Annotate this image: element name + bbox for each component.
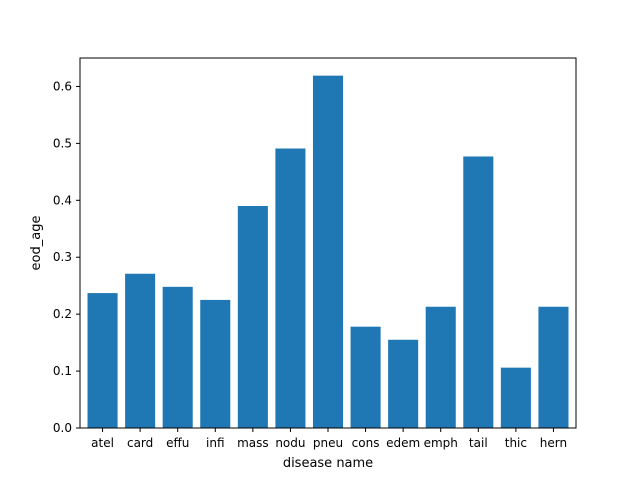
bar-cons	[350, 326, 381, 428]
x-tick-label-hern: hern	[540, 436, 567, 450]
bar-thic	[500, 367, 531, 428]
y-tick-label: 0.3	[53, 250, 72, 264]
bar-effu	[162, 286, 193, 428]
x-axis-label: disease name	[283, 456, 373, 471]
bar-atel	[87, 293, 118, 428]
bar-infi	[200, 299, 231, 428]
x-tick-label-thic: thic	[505, 436, 527, 450]
x-tick-label-pneu: pneu	[313, 436, 343, 450]
y-axis-label: eod_age	[29, 216, 44, 271]
y-tick-label: 0.5	[53, 136, 72, 150]
x-tick-label-edem: edem	[386, 436, 420, 450]
y-tick-label: 0.4	[53, 193, 72, 207]
y-tick-label: 0.1	[53, 364, 72, 378]
y-axis: 0.0 0.1 0.2 0.3 0.4 0.5 0.6	[53, 79, 80, 435]
x-tick-label-emph: emph	[424, 436, 458, 450]
bar-card	[125, 273, 156, 428]
x-tick-label-cons: cons	[352, 436, 380, 450]
bar-tail	[463, 156, 494, 429]
y-tick-label: 0.2	[53, 307, 72, 321]
bar-mass	[237, 206, 268, 428]
y-tick-label: 0.0	[53, 421, 72, 435]
y-tick-label: 0.6	[53, 79, 72, 93]
bar-nodu	[275, 148, 306, 428]
x-tick-label-effu: effu	[166, 436, 189, 450]
x-tick-label-atel: atel	[91, 436, 114, 450]
x-tick-label-card: card	[127, 436, 153, 450]
x-tick-label-infi: infi	[206, 436, 225, 450]
x-tick-label-mass: mass	[237, 436, 269, 450]
bar-edem	[388, 339, 419, 428]
bar-pneu	[312, 75, 344, 429]
x-tick-label-tail: tail	[469, 436, 488, 450]
x-axis: atel card effu infi mass nodu pneu cons edem emph…	[91, 428, 567, 450]
bar-hern	[538, 306, 569, 428]
bars-group	[87, 75, 569, 429]
bar-emph	[425, 306, 456, 428]
x-tick-label-nodu: nodu	[275, 436, 305, 450]
